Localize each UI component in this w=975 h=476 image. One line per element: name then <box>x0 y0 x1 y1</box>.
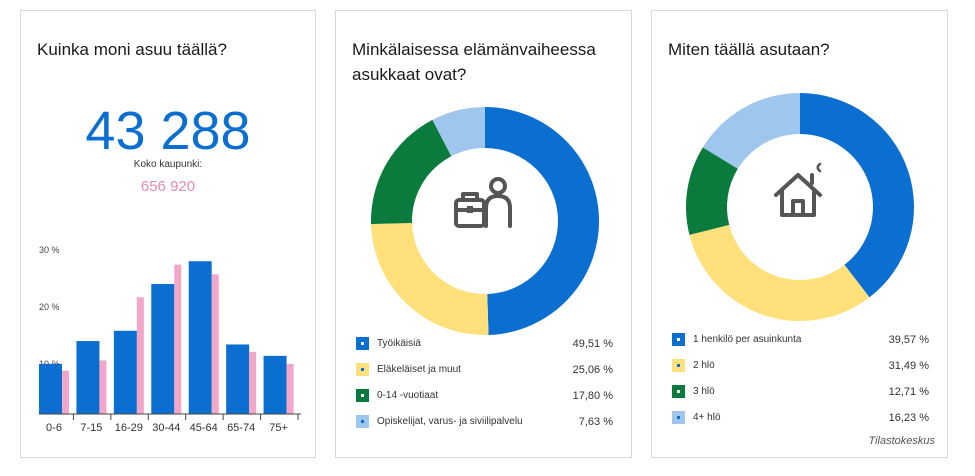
legend-swatch <box>356 363 369 376</box>
legend-value: 31,49 % <box>888 360 929 372</box>
household-size-donut-chart <box>686 93 914 321</box>
legend-value: 39,57 % <box>888 334 929 346</box>
worker-with-briefcase-icon <box>454 177 512 228</box>
y-tick-label: 20 % <box>39 302 60 312</box>
life-stage-card: Minkälaisessa elämänvaiheessa asukkaat o… <box>335 10 632 458</box>
legend-item: 4+ hlö 16,23 % <box>672 409 929 427</box>
household-legend: 1 henkilö per asuinkunta 39,57 % 2 hlö 3… <box>672 331 929 431</box>
x-tick-label: 16-29 <box>115 422 143 434</box>
donut-slice <box>702 93 800 169</box>
legend-item: 1 henkilö per asuinkunta 39,57 % <box>672 331 929 349</box>
legend-value: 17,80 % <box>572 390 613 402</box>
donut-slice <box>485 106 600 335</box>
card-title: Miten täällä asutaan? <box>668 40 830 59</box>
donut-slice <box>371 119 452 225</box>
legend-swatch <box>672 359 685 372</box>
bar <box>151 284 175 414</box>
legend-swatch <box>356 337 369 350</box>
legend-item: 3 hlö 12,71 % <box>672 383 929 401</box>
legend-label: 1 henkilö per asuinkunta <box>693 334 802 345</box>
y-tick-label: 30 % <box>39 245 60 255</box>
population-card: Kuinka moni asuu täällä? 43 288 Koko kau… <box>20 10 316 458</box>
household-card: Miten täällä asutaan? 1 henkilö per asui… <box>651 10 948 458</box>
legend-label: Työikäisiä <box>377 338 421 349</box>
card-title: Minkälaisessa elämänvaiheessa asukkaat o… <box>352 40 596 84</box>
legend-label: Eläkeläiset ja muut <box>377 364 461 375</box>
legend-item: Opiskelijat, varus- ja siviilipalvelu 7,… <box>356 413 613 431</box>
legend-swatch <box>356 415 369 428</box>
bar <box>226 344 250 414</box>
source-credit: Tilastokeskus <box>868 435 935 447</box>
bar <box>39 363 62 414</box>
x-tick-label: 65-74 <box>227 422 255 434</box>
donut-slice <box>432 107 485 157</box>
legend-label: 0-14 -vuotiaat <box>377 390 439 401</box>
bar <box>136 297 144 414</box>
area-population: 43 288 <box>85 101 251 161</box>
house-icon <box>774 162 822 217</box>
legend-item: 0-14 -vuotiaat 17,80 % <box>356 387 613 405</box>
card-title: Kuinka moni asuu täällä? <box>37 40 227 59</box>
x-tick-label: 30-44 <box>152 422 180 434</box>
donut-slice <box>689 224 870 321</box>
bar <box>76 341 100 414</box>
x-tick-label: 0-6 <box>46 422 62 434</box>
legend-swatch <box>356 389 369 402</box>
legend-value: 25,06 % <box>572 364 613 376</box>
legend-label: Opiskelijat, varus- ja siviilipalvelu <box>377 416 523 427</box>
x-tick-label: 45-64 <box>190 422 218 434</box>
legend-item: Eläkeläiset ja muut 25,06 % <box>356 361 613 379</box>
donut-slice <box>686 147 738 235</box>
donut-slice <box>371 222 489 335</box>
bar <box>286 363 294 414</box>
legend-value: 7,63 % <box>578 416 613 428</box>
life-stage-donut-chart <box>371 106 600 335</box>
x-tick-label: 7-15 <box>80 422 102 434</box>
bar <box>113 330 137 414</box>
bar <box>188 261 212 414</box>
bar <box>174 264 182 414</box>
city-population-value: 656 920 <box>140 178 196 195</box>
x-tick-label: 75+ <box>269 422 288 434</box>
legend-label: 4+ hlö <box>693 412 721 423</box>
legend-label: 2 hlö <box>693 360 715 371</box>
legend-label: 3 hlö <box>693 386 715 397</box>
legend-value: 12,71 % <box>888 386 929 398</box>
life-stage-legend: Työikäisiä 49,51 % Eläkeläiset ja muut 2… <box>356 335 613 435</box>
legend-value: 16,23 % <box>888 412 929 424</box>
legend-swatch <box>672 333 685 346</box>
bar <box>263 355 287 414</box>
age-distribution-bar-chart: 10 %20 %30 %0-67-1516-2930-4445-6465-747… <box>39 245 301 434</box>
legend-item: Työikäisiä 49,51 % <box>356 335 613 353</box>
donut-slice <box>800 93 914 298</box>
city-population-label: Koko kaupunki: <box>133 159 203 170</box>
legend-value: 49,51 % <box>572 338 613 350</box>
legend-item: 2 hlö 31,49 % <box>672 357 929 375</box>
legend-swatch <box>672 411 685 424</box>
legend-swatch <box>672 385 685 398</box>
bar <box>62 370 69 414</box>
bar <box>249 351 257 414</box>
bar <box>99 360 107 414</box>
bar <box>211 274 219 414</box>
